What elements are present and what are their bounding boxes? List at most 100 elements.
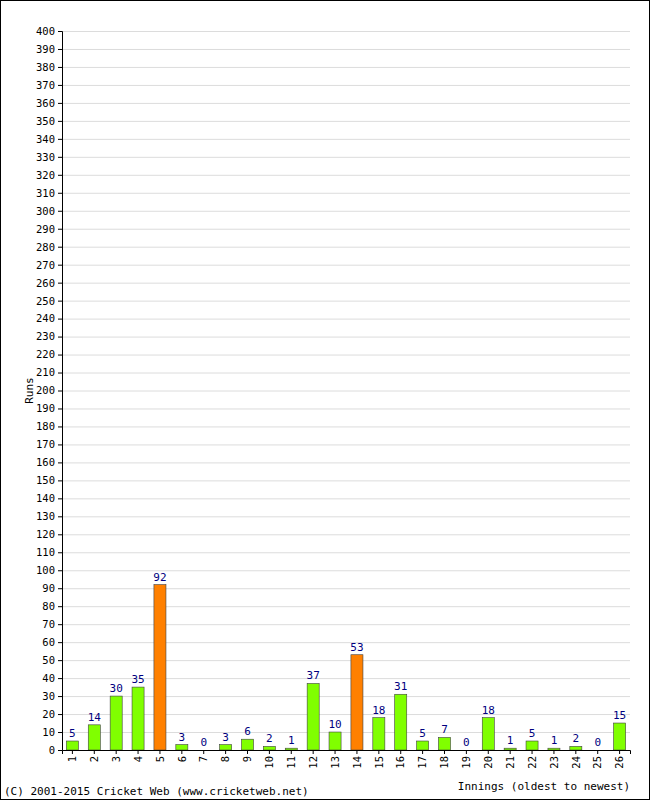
y-tick-mark <box>58 642 62 643</box>
x-tick: 9 <box>241 750 253 762</box>
grid-line <box>62 570 630 571</box>
y-tick-label: 380 <box>36 61 55 73</box>
y-tick-label: 160 <box>36 456 55 468</box>
bar <box>220 745 232 750</box>
x-tick-label: 26 <box>613 756 625 769</box>
x-tick: 18 <box>438 750 450 769</box>
y-tick: 70 <box>42 618 62 630</box>
bar <box>395 694 407 750</box>
x-tick-mark <box>181 750 182 754</box>
y-tick-mark <box>58 534 62 535</box>
y-tick-mark <box>58 480 62 481</box>
x-tick: 25 <box>591 750 603 769</box>
y-tick: 310 <box>36 187 62 199</box>
x-tick-mark <box>400 750 401 754</box>
data-label: 2 <box>266 732 273 745</box>
y-tick-mark <box>58 516 62 517</box>
bar <box>570 746 582 750</box>
bar <box>351 655 363 750</box>
y-tick: 50 <box>42 654 62 666</box>
y-tick-label: 230 <box>36 330 55 342</box>
y-tick: 330 <box>36 151 62 163</box>
x-tick-mark <box>378 750 379 754</box>
x-tick-label: 23 <box>548 756 560 769</box>
x-tick: 15 <box>373 750 385 769</box>
x-tick-mark <box>225 750 226 754</box>
bar <box>548 748 560 750</box>
bar <box>438 737 450 750</box>
x-tick-label: 4 <box>132 756 144 762</box>
x-tick-label: 18 <box>438 756 450 769</box>
y-tick-mark <box>58 319 62 320</box>
y-tick-mark <box>58 714 62 715</box>
y-tick: 190 <box>36 402 62 414</box>
y-tick-mark <box>58 391 62 392</box>
data-label: 18 <box>482 704 495 717</box>
x-tick: 1 <box>66 750 78 762</box>
x-tick-mark <box>553 750 554 754</box>
y-tick-mark <box>58 732 62 733</box>
y-tick-label: 330 <box>36 151 55 163</box>
grid-line <box>62 49 630 50</box>
x-tick: 6 <box>176 750 188 762</box>
data-label: 5 <box>529 727 536 740</box>
y-tick: 260 <box>36 277 62 289</box>
x-axis-line <box>63 751 631 755</box>
y-tick-mark <box>58 588 62 589</box>
x-tick-mark <box>269 750 270 754</box>
y-tick: 340 <box>36 133 62 145</box>
y-tick-mark <box>58 103 62 104</box>
grid-line <box>62 175 630 176</box>
y-tick-mark <box>58 750 62 751</box>
y-tick-label: 340 <box>36 133 55 145</box>
x-tick: 22 <box>526 750 538 769</box>
bar <box>176 745 188 750</box>
x-tick-label: 8 <box>219 756 231 762</box>
y-tick-mark <box>58 552 62 553</box>
y-tick: 60 <box>42 636 62 648</box>
x-tick: 12 <box>307 750 319 769</box>
y-tick-mark <box>58 31 62 32</box>
x-tick: 20 <box>482 750 494 769</box>
grid-line <box>62 732 630 733</box>
grid-line <box>62 408 630 409</box>
x-tick-label: 7 <box>197 756 209 762</box>
data-label: 7 <box>441 723 448 736</box>
data-label: 5 <box>419 727 426 740</box>
y-tick: 390 <box>36 43 62 55</box>
y-tick-mark <box>58 355 62 356</box>
grid-line <box>62 301 630 302</box>
y-tick-mark <box>58 121 62 122</box>
bar <box>592 750 604 751</box>
grid-line <box>62 480 630 481</box>
y-tick-mark <box>58 570 62 571</box>
x-tick-mark <box>247 750 248 754</box>
bar <box>241 739 253 750</box>
y-tick-label: 280 <box>36 241 55 253</box>
y-tick-label: 210 <box>36 366 55 378</box>
y-tick-label: 220 <box>36 348 55 360</box>
y-tick: 10 <box>42 726 62 738</box>
data-label: 3 <box>222 731 229 744</box>
x-tick-label: 25 <box>591 756 603 769</box>
plot: 5143035923036213710531831570181512015010… <box>36 25 630 769</box>
grid-line <box>62 85 630 86</box>
y-tick: 40 <box>42 672 62 684</box>
data-label: 15 <box>613 709 626 722</box>
y-tick-label: 390 <box>36 43 55 55</box>
data-label: 0 <box>200 736 207 749</box>
y-tick: 90 <box>42 582 62 594</box>
y-tick-label: 90 <box>42 582 55 594</box>
x-tick-mark <box>138 750 139 754</box>
bar <box>285 748 297 750</box>
y-tick: 250 <box>36 294 62 306</box>
y-tick-mark <box>58 373 62 374</box>
bar <box>373 718 385 750</box>
bar <box>526 741 538 750</box>
y-tick: 320 <box>36 169 62 181</box>
x-tick: 13 <box>329 750 341 769</box>
y-tick: 280 <box>36 241 62 253</box>
grid-line <box>62 31 630 32</box>
y-tick-mark <box>58 301 62 302</box>
y-tick-mark <box>58 660 62 661</box>
